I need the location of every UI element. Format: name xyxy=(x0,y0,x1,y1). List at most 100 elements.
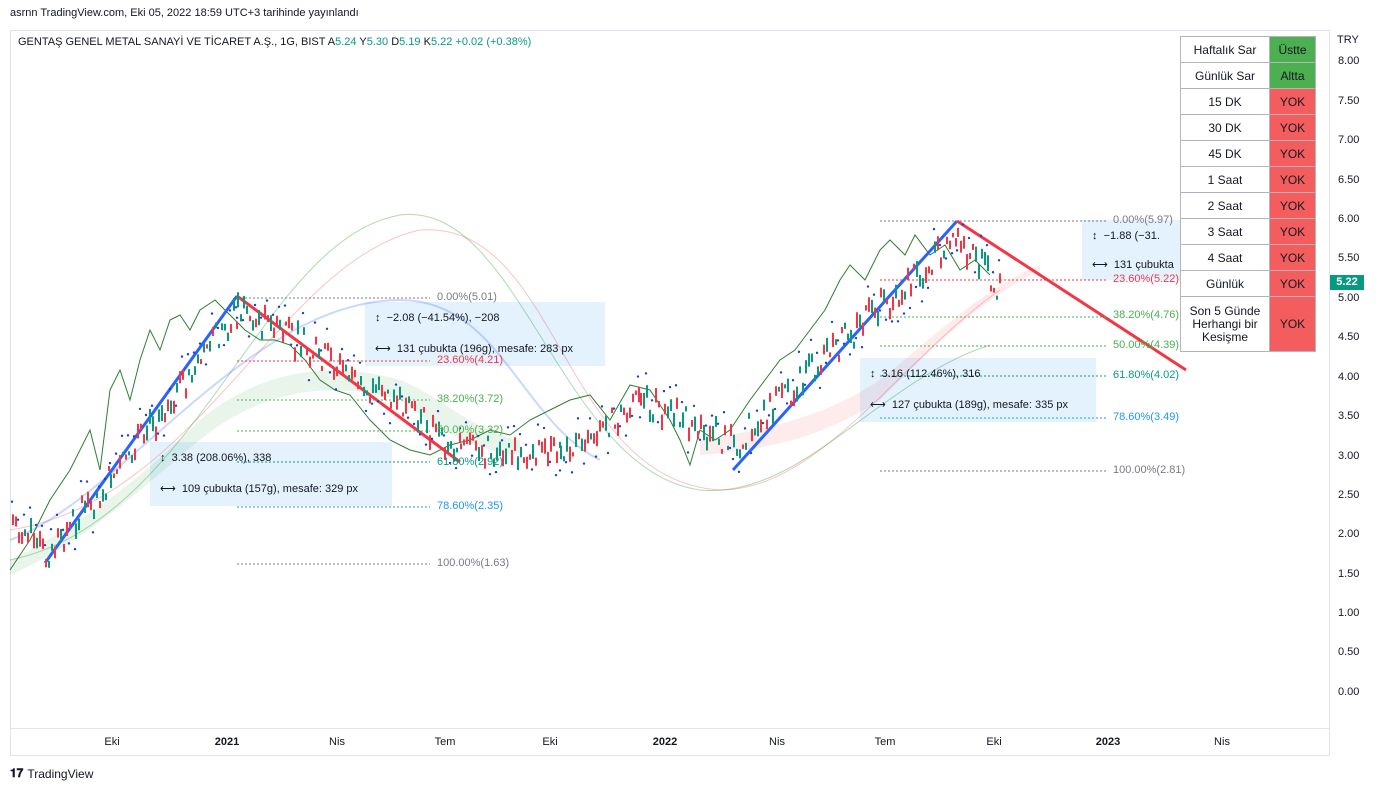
sar-dot xyxy=(114,452,118,455)
sar-dot xyxy=(944,257,948,260)
candle xyxy=(336,366,338,377)
candle xyxy=(901,289,903,305)
candle xyxy=(309,356,311,368)
sar-dot xyxy=(722,411,726,414)
candle xyxy=(197,354,199,364)
candle xyxy=(327,342,329,351)
sar-dot xyxy=(842,342,846,345)
candle xyxy=(499,441,501,457)
ma-long-green xyxy=(9,214,991,561)
candle xyxy=(775,386,777,396)
measure-bars: 131 çubukta xyxy=(1113,259,1174,271)
candle xyxy=(267,315,269,323)
candle xyxy=(850,329,852,344)
sar-dot xyxy=(582,462,586,465)
sar-dot xyxy=(352,354,356,357)
fib-level-label: 0.00%(5.97) xyxy=(1113,214,1173,226)
candle xyxy=(538,439,540,446)
candle xyxy=(303,327,305,335)
last-price-badge: 5.22 xyxy=(1330,275,1364,290)
measure-box-4[interactable]: ↕ −1.88 (−31. ⟷ 131 çubukta xyxy=(1082,220,1180,280)
candle xyxy=(324,343,326,349)
sar-dot xyxy=(686,451,690,454)
candle xyxy=(676,397,678,409)
sar-dot xyxy=(979,234,983,237)
sar-dot xyxy=(624,434,628,437)
measure-price: 3.16 (112.46%), 316 xyxy=(881,368,981,380)
symbol-legend[interactable]: GENTAŞ GENEL METAL SANAYİ VE TİCARET A.Ş… xyxy=(18,36,531,48)
time-tick: Nis xyxy=(329,736,345,748)
measure-box-1[interactable]: ↕ −2.08 (−41.54%), −208 ⟷ 131 çubukta (1… xyxy=(365,302,605,366)
candle xyxy=(799,366,801,374)
candle xyxy=(236,321,238,329)
status-value: Üstte xyxy=(1269,36,1316,63)
width-icon: ⟷ xyxy=(1092,259,1108,271)
sar-dot xyxy=(710,414,714,417)
candle xyxy=(459,432,461,443)
status-value: YOK xyxy=(1269,218,1316,245)
measure-bars: 131 çubukta (196g), mesafe: 283 px xyxy=(396,343,574,355)
candle xyxy=(787,378,789,393)
candle xyxy=(475,440,477,451)
sar-dot xyxy=(448,461,452,465)
candle xyxy=(99,500,101,509)
candle xyxy=(877,311,879,327)
candle xyxy=(617,422,619,436)
candle xyxy=(508,442,510,448)
sar-dot xyxy=(866,285,870,288)
candle xyxy=(194,366,196,375)
measure-price: −2.08 (−41.54%), −208 xyxy=(386,312,500,324)
sar-dot xyxy=(872,293,876,296)
fib-level-label: 100.00%(1.63) xyxy=(437,557,510,569)
sar-dot xyxy=(85,480,89,483)
brand-footer[interactable]: 𝟏𝟕 TradingView xyxy=(10,766,93,781)
candle xyxy=(39,530,41,547)
time-axis[interactable] xyxy=(10,728,1330,756)
candle xyxy=(949,240,951,250)
sar-dot xyxy=(34,523,38,527)
candle xyxy=(978,264,980,280)
chart-pane[interactable] xyxy=(10,30,1330,729)
candle xyxy=(987,255,989,271)
candle xyxy=(925,267,927,283)
candle xyxy=(757,421,759,437)
candle xyxy=(602,421,604,428)
measure-box-3[interactable]: ↕ 3.16 (112.46%), 316 ⟷ 127 çubukta (189… xyxy=(860,358,1096,422)
status-label: Haftalık Sar xyxy=(1180,36,1270,63)
candle xyxy=(318,348,320,359)
candle xyxy=(730,423,732,436)
candle xyxy=(36,537,38,549)
candle xyxy=(874,307,876,318)
candle xyxy=(649,409,651,422)
candle xyxy=(279,319,281,330)
candle xyxy=(372,378,374,394)
sar-dot xyxy=(809,338,813,342)
status-row: Haftalık Sar Üstte xyxy=(1180,36,1316,63)
candle xyxy=(270,315,272,332)
candle xyxy=(910,283,912,297)
status-value: YOK xyxy=(1269,296,1316,352)
candle xyxy=(817,366,819,376)
sar-dot xyxy=(289,343,293,346)
sar-dot xyxy=(680,400,684,404)
sar-dot xyxy=(791,379,795,382)
candle xyxy=(975,246,977,262)
candle xyxy=(466,436,468,444)
candle xyxy=(969,252,971,260)
candle xyxy=(285,321,287,326)
candle xyxy=(907,267,909,281)
candle xyxy=(886,299,888,305)
sar-dot xyxy=(600,405,604,408)
candle xyxy=(348,375,350,382)
sar-dot xyxy=(779,371,783,374)
candle xyxy=(763,399,765,411)
candle xyxy=(143,434,145,444)
candle xyxy=(432,414,434,427)
price-tick: 0.00 xyxy=(1338,686,1360,698)
measure-box-2[interactable]: ↕ 3.38 (208.06%), 338 ⟷ 109 çubukta (157… xyxy=(150,442,392,506)
candle xyxy=(754,428,756,436)
sar-dot xyxy=(168,388,172,391)
status-row: 4 Saat YOK xyxy=(1180,244,1316,271)
candle xyxy=(294,347,296,362)
